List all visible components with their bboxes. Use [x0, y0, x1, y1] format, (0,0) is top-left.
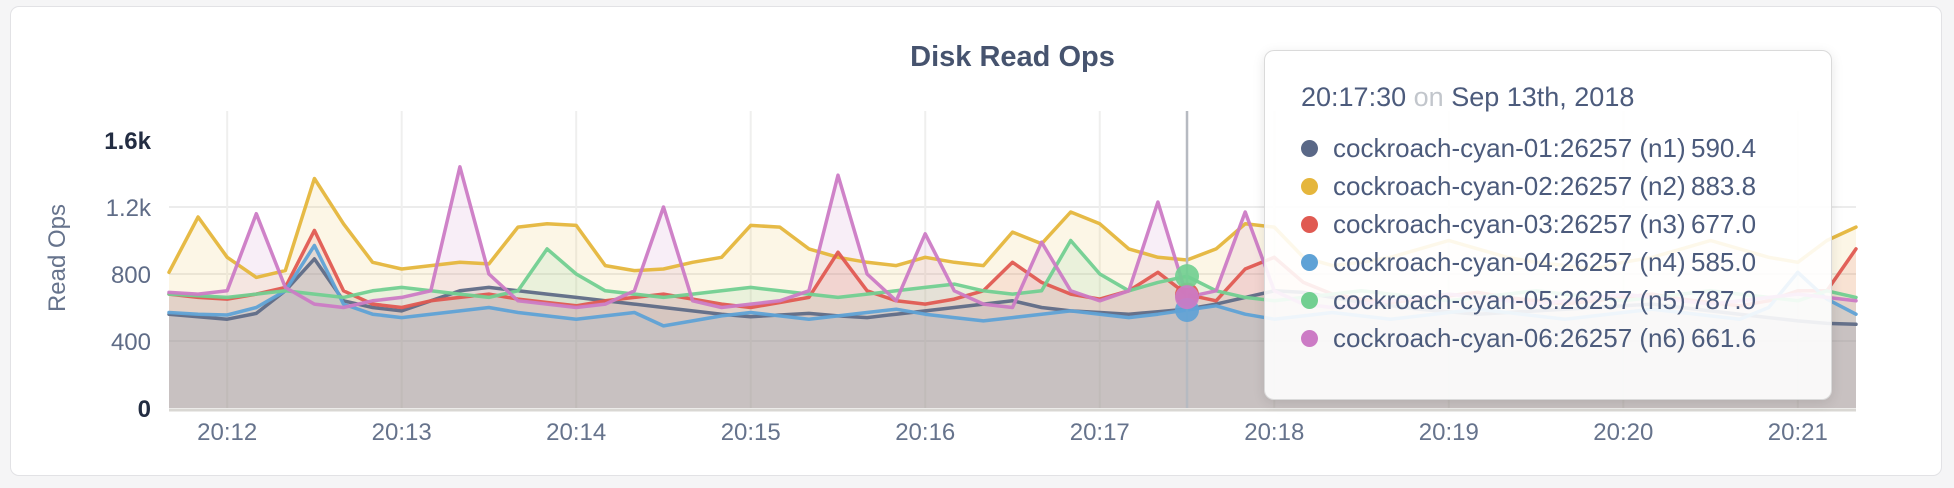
chart-title: Disk Read Ops: [910, 41, 1115, 73]
series-dot-icon: [1301, 215, 1318, 233]
y-tick-label: 1.6k: [104, 128, 151, 155]
tooltip-series-value: 590.4: [1691, 132, 1757, 163]
hover-tooltip: 20:17:30 on Sep 13th, 2018 cockroach-cya…: [1264, 50, 1832, 400]
tooltip-series-name: cockroach-cyan-03:26257 (n3): [1333, 208, 1686, 239]
y-tick-label: 0: [138, 396, 151, 423]
tooltip-series-value: 787.0: [1691, 284, 1757, 315]
tooltip-row: cockroach-cyan-01:26257 (n1) 590.4: [1301, 129, 1797, 167]
series-dot-icon: [1301, 139, 1318, 157]
x-tick-label: 20:12: [197, 419, 257, 446]
tooltip-row: cockroach-cyan-05:26257 (n5) 787.0: [1301, 281, 1797, 319]
tooltip-series-value: 585.0: [1691, 246, 1757, 277]
y-tick-label: 800: [111, 262, 151, 289]
tooltip-row: cockroach-cyan-06:26257 (n6) 661.6: [1301, 319, 1797, 357]
hover-dot-n6[interactable]: [1175, 285, 1200, 310]
x-tick-label: 20:15: [721, 419, 781, 446]
x-tick-label: 20:13: [372, 419, 432, 446]
x-tick-label: 20:16: [895, 419, 955, 446]
x-tick-label: 20:17: [1070, 419, 1130, 446]
tooltip-series-name: cockroach-cyan-01:26257 (n1): [1333, 132, 1686, 163]
tooltip-time: 20:17:30: [1301, 82, 1407, 112]
tooltip-row: cockroach-cyan-03:26257 (n3) 677.0: [1301, 205, 1797, 243]
x-tick-label: 20:20: [1593, 419, 1653, 446]
y-tick-label: 400: [111, 329, 151, 356]
tooltip-rows: cockroach-cyan-01:26257 (n1) 590.4 cockroa…: [1301, 129, 1797, 357]
tooltip-series-name: cockroach-cyan-05:26257 (n5): [1333, 284, 1686, 315]
series-dot-icon: [1301, 329, 1318, 347]
y-tick-label: 1.2k: [106, 195, 152, 222]
tooltip-series-name: cockroach-cyan-02:26257 (n2): [1333, 170, 1686, 201]
tooltip-date: Sep 13th, 2018: [1451, 82, 1635, 112]
tooltip-row: cockroach-cyan-04:26257 (n4) 585.0: [1301, 243, 1797, 281]
series-dot-icon: [1301, 291, 1318, 309]
chart-card: Disk Read Ops Read Ops 0 400 800 1.2k 1.6k 20…: [10, 6, 1942, 476]
tooltip-series-value: 883.8: [1691, 170, 1757, 201]
tooltip-header: 20:17:30 on Sep 13th, 2018: [1301, 79, 1797, 115]
hover-dot-n5[interactable]: [1175, 264, 1200, 289]
tooltip-series-value: 677.0: [1691, 208, 1757, 239]
tooltip-series-name: cockroach-cyan-04:26257 (n4): [1333, 246, 1686, 277]
tooltip-series-name: cockroach-cyan-06:26257 (n6): [1333, 322, 1686, 353]
series-dot-icon: [1301, 177, 1318, 195]
tooltip-series-value: 661.6: [1691, 322, 1757, 353]
x-tick-label: 20:21: [1768, 419, 1828, 446]
series-dot-icon: [1301, 253, 1318, 271]
x-tick-label: 20:19: [1419, 419, 1479, 446]
x-tick-label: 20:18: [1244, 419, 1304, 446]
tooltip-separator: on: [1413, 82, 1444, 112]
tooltip-row: cockroach-cyan-02:26257 (n2) 883.8: [1301, 167, 1797, 205]
x-tick-label: 20:14: [546, 419, 606, 446]
